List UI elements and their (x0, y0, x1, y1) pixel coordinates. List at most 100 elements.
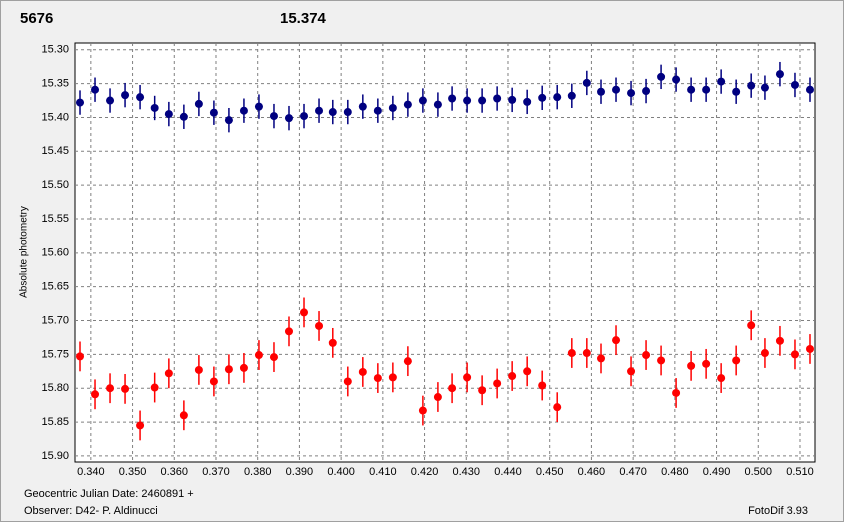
data-point (300, 112, 309, 121)
data-point (657, 72, 666, 81)
data-point (508, 372, 517, 381)
data-point (702, 359, 711, 368)
x-tick-label: 0.380 (244, 466, 272, 478)
x-tick-label: 0.470 (619, 466, 647, 478)
data-point (328, 338, 337, 347)
data-point (164, 110, 173, 119)
data-point (627, 367, 636, 376)
x-tick-label: 0.390 (286, 466, 314, 478)
data-point (478, 96, 487, 105)
data-point (224, 116, 233, 125)
data-point (254, 102, 263, 111)
data-point (672, 388, 681, 397)
x-tick-label: 0.360 (161, 466, 189, 478)
x-tick-label: 0.490 (703, 466, 731, 478)
y-tick-label: 15.30 (41, 44, 69, 56)
data-point (567, 349, 576, 358)
x-tick-label: 0.480 (661, 466, 689, 478)
data-point (121, 384, 130, 393)
data-point (642, 351, 651, 360)
data-point (463, 373, 472, 382)
data-point (418, 406, 427, 415)
data-point (106, 384, 115, 393)
data-point (805, 344, 814, 353)
footer-date: Geocentric Julian Date: 2460891 + (24, 488, 194, 500)
data-point (239, 363, 248, 372)
data-point (567, 91, 576, 100)
data-point (300, 308, 309, 317)
data-point (553, 93, 562, 102)
data-point (76, 98, 85, 107)
y-tick-label: 15.75 (41, 348, 69, 360)
data-point (612, 336, 621, 345)
x-tick-label: 0.500 (745, 466, 773, 478)
data-point (194, 99, 203, 108)
data-point (553, 403, 562, 412)
data-point (642, 87, 651, 96)
data-point (790, 350, 799, 359)
data-point (523, 367, 532, 376)
header-label: 15.374 (280, 10, 327, 27)
data-point (463, 96, 472, 105)
data-point (121, 91, 130, 100)
data-point (775, 70, 784, 79)
data-point (164, 369, 173, 378)
data-point (136, 93, 145, 102)
data-point (91, 390, 100, 399)
data-point (747, 321, 756, 330)
data-point (239, 106, 248, 115)
data-point (343, 377, 352, 386)
data-point (687, 361, 696, 370)
data-point (179, 112, 188, 121)
data-point (315, 321, 324, 330)
data-point (582, 349, 591, 358)
data-point (388, 103, 397, 112)
data-point (284, 327, 293, 336)
y-tick-label: 15.45 (41, 145, 69, 157)
data-point (328, 108, 337, 117)
data-point (687, 85, 696, 94)
footer-software: FotoDif 3.93 (748, 505, 808, 517)
x-tick-label: 0.410 (369, 466, 397, 478)
data-point (433, 393, 442, 402)
data-point (388, 373, 397, 382)
data-point (179, 411, 188, 420)
data-point (702, 85, 711, 94)
data-point (523, 97, 532, 106)
data-point (418, 96, 427, 105)
data-point (493, 379, 502, 388)
data-point (717, 77, 726, 86)
y-tick-label: 15.85 (41, 416, 69, 428)
data-point (508, 95, 517, 104)
data-point (433, 100, 442, 109)
data-point (672, 75, 681, 84)
data-point (478, 386, 487, 395)
header-label: 5676 (20, 10, 53, 27)
data-point (343, 108, 352, 117)
x-tick-label: 0.420 (411, 466, 439, 478)
data-point (403, 357, 412, 366)
x-tick-label: 0.350 (119, 466, 147, 478)
y-tick-label: 15.35 (41, 78, 69, 90)
y-tick-label: 15.40 (41, 111, 69, 123)
x-tick-label: 0.440 (494, 466, 522, 478)
data-point (150, 103, 159, 112)
data-point (106, 96, 115, 105)
data-point (790, 80, 799, 89)
data-point (448, 384, 457, 393)
y-axis-label: Absolute photometry (19, 206, 30, 298)
data-point (657, 356, 666, 365)
data-point (209, 377, 218, 386)
y-tick-label: 15.90 (41, 450, 69, 462)
data-point (269, 112, 278, 121)
x-tick-label: 0.450 (536, 466, 564, 478)
data-point (358, 102, 367, 111)
data-point (373, 106, 382, 115)
x-tick-label: 0.370 (202, 466, 230, 478)
data-point (358, 367, 367, 376)
footer-observer: Observer: D42- P. Aldinucci (24, 505, 158, 517)
data-point (136, 421, 145, 430)
data-point (315, 106, 324, 115)
y-tick-label: 15.80 (41, 382, 69, 394)
